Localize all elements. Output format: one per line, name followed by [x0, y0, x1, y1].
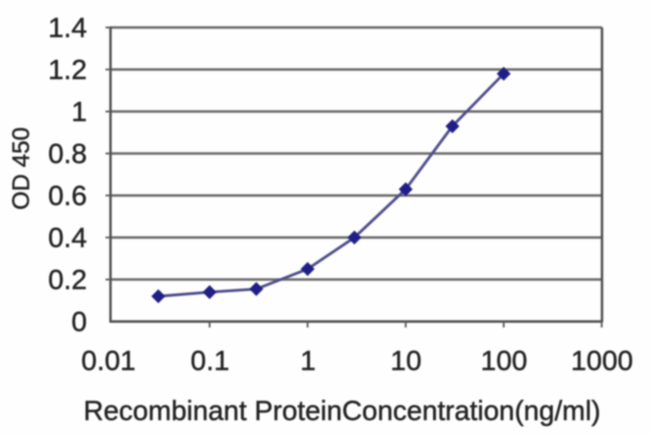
svg-text:OD 450: OD 450: [8, 127, 35, 210]
svg-text:0.01: 0.01: [81, 345, 136, 376]
svg-text:1.2: 1.2: [48, 54, 87, 85]
svg-text:1000: 1000: [571, 345, 633, 376]
svg-text:0.8: 0.8: [48, 138, 87, 169]
svg-text:0.2: 0.2: [48, 264, 87, 295]
svg-text:Recombinant ProteinConcentrati: Recombinant ProteinConcentration(ng/ml): [84, 395, 601, 426]
svg-text:1.4: 1.4: [48, 12, 87, 43]
svg-text:0.1: 0.1: [191, 345, 230, 376]
svg-text:1: 1: [300, 345, 316, 376]
svg-text:100: 100: [481, 345, 528, 376]
svg-text:10: 10: [390, 345, 421, 376]
svg-text:0.6: 0.6: [48, 180, 87, 211]
svg-text:1: 1: [71, 96, 87, 127]
svg-text:0: 0: [71, 306, 87, 337]
svg-text:0.4: 0.4: [48, 222, 87, 253]
